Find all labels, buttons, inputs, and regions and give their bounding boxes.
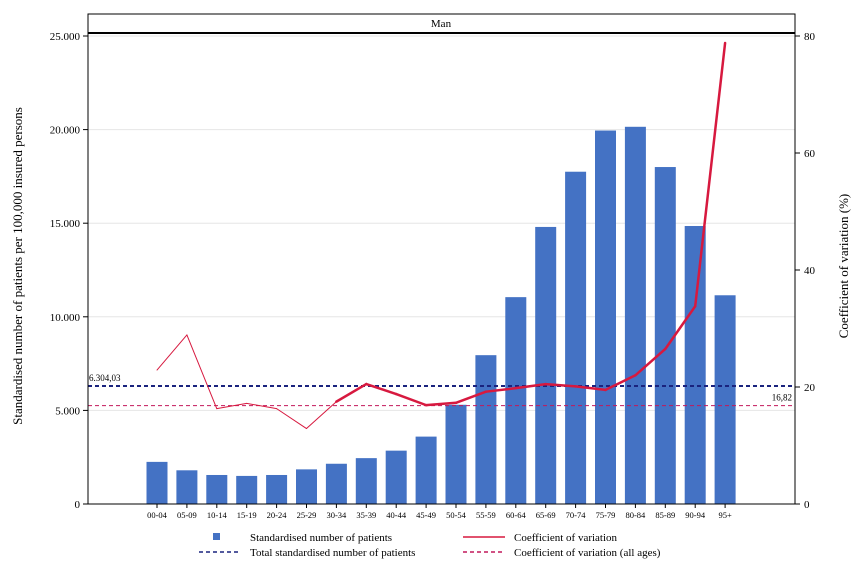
cv-line-segment: [514, 382, 547, 390]
legend: Standardised number of patients Coefficie…: [199, 532, 661, 559]
x-tick-label: 50-54: [446, 510, 467, 520]
x-tick-label: 75-79: [596, 510, 616, 520]
bar: [146, 461, 168, 504]
y-right-tick-label: 40: [804, 265, 816, 277]
bar: [415, 436, 437, 504]
legend-label: Coefficient of variation: [514, 532, 618, 544]
x-tick-label: 65-69: [536, 510, 556, 520]
bar: [445, 404, 467, 504]
x-tick-label: 20-24: [267, 510, 288, 520]
bar: [266, 474, 288, 504]
cv-line-segment: [306, 401, 337, 430]
y-left-tick-label: 0: [75, 499, 81, 511]
bar: [385, 450, 407, 504]
cv-line-segment: [276, 408, 307, 430]
x-tick-label: 35-39: [356, 510, 376, 520]
total-patients-reference-label: 6.304,03: [89, 373, 121, 383]
cv-line-segment: [186, 334, 218, 410]
x-tick-label: 30-34: [326, 510, 347, 520]
x-tick-label: 25-29: [297, 510, 317, 520]
y-left-tick-label: 20.000: [50, 125, 81, 137]
axes-layer: 0 5.000 10.000 15.000 20.000 25.000 0 20 40 60 80 0…: [50, 31, 816, 520]
cv-line-segment: [335, 382, 368, 403]
bar: [714, 295, 736, 504]
y-left-tick-label: 15.000: [50, 218, 81, 230]
x-tick-label: 15-19: [237, 510, 257, 520]
x-tick-label: 10-14: [207, 510, 228, 520]
x-tick-label: 85-89: [655, 510, 675, 520]
bar: [176, 470, 198, 504]
x-tick-label: 80-84: [625, 510, 646, 520]
cv-line-layer: [156, 41, 727, 430]
bars-layer: [146, 126, 736, 505]
x-tick-label: 95+: [718, 510, 732, 520]
cv-line-segment: [394, 392, 428, 407]
panel-title: Man: [431, 18, 452, 30]
x-tick-label: 05-09: [177, 510, 197, 520]
y-right-tick-label: 60: [804, 148, 816, 160]
cv-line-segment: [156, 334, 188, 371]
bar: [296, 469, 317, 504]
x-tick-label: 55-59: [476, 510, 496, 520]
cv-line-segment: [574, 385, 607, 392]
cv-line-segment: [484, 386, 518, 393]
y-right-tick-label: 20: [804, 382, 816, 394]
cv-line-segment: [693, 41, 727, 308]
y-right-tick-label: 80: [804, 31, 816, 43]
cv-line-segment: [604, 374, 637, 392]
bar: [475, 355, 497, 504]
cv-all-ages-reference-label: 16,82: [772, 393, 792, 403]
legend-label: Total standardised number of patients: [250, 547, 415, 559]
bar: [624, 126, 646, 505]
y-left-tick-label: 10.000: [50, 312, 81, 324]
y-left-tick-label: 25.000: [50, 31, 81, 43]
x-tick-label: 90-94: [685, 510, 706, 520]
cv-line-segment: [424, 401, 458, 407]
cv-line-segment: [664, 305, 697, 351]
x-tick-label: 45-49: [416, 510, 436, 520]
x-tick-label: 40-44: [386, 510, 407, 520]
x-tick-label: 70-74: [566, 510, 587, 520]
bar: [355, 458, 377, 504]
cv-line-segment: [454, 390, 488, 405]
y-left-axis-title: Standardised number of patients per 100,…: [10, 107, 25, 425]
bar: [595, 130, 616, 504]
legend-label: Coefficient of variation (all ages): [514, 547, 661, 559]
bar: [206, 474, 228, 504]
bar: [325, 463, 347, 504]
legend-swatch-bars: [213, 533, 220, 540]
bar: [654, 167, 676, 505]
bar: [565, 171, 587, 504]
bar: [535, 226, 557, 504]
y-left-tick-label: 5.000: [55, 405, 80, 417]
x-tick-label: 60-64: [506, 510, 527, 520]
y-right-axis-title: Coefficient of variation (%): [836, 194, 851, 339]
cv-line-segment: [544, 382, 577, 388]
cv-line-segment: [365, 382, 398, 396]
bar: [236, 475, 258, 504]
grid-layer: [88, 35, 795, 411]
cv-line-segment: [216, 402, 248, 410]
y-right-tick-label: 0: [804, 499, 810, 511]
cv-line-segment: [634, 347, 667, 377]
legend-label: Standardised number of patients: [250, 532, 392, 544]
bar: [505, 297, 527, 504]
reference-lines-layer: 6.304,03 16,82: [88, 373, 795, 407]
bar: [684, 226, 706, 504]
cv-line-segment: [246, 402, 278, 410]
x-tick-label: 00-04: [147, 510, 168, 520]
